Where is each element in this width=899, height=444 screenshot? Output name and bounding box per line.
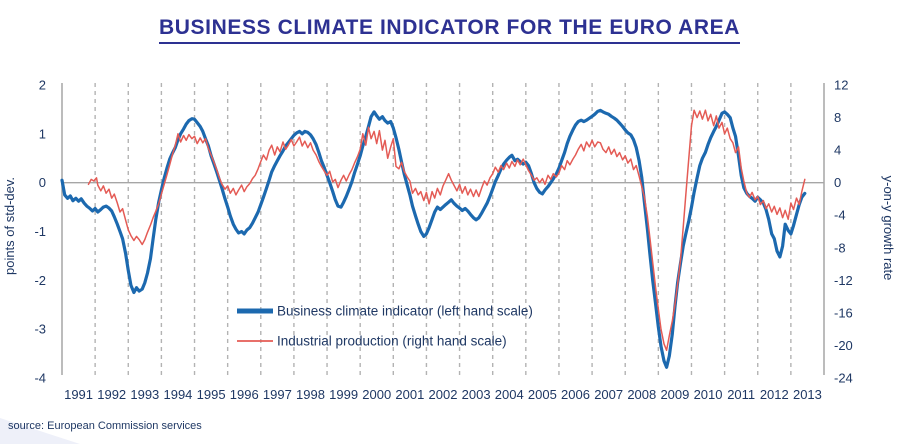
- left-axis-tick-label: -3: [34, 322, 46, 337]
- x-axis-year-label: 2009: [660, 387, 689, 402]
- left-axis-tick-label: -1: [34, 224, 46, 239]
- right-axis-tick-label: 8: [834, 110, 841, 125]
- right-axis-tick-label: -24: [834, 371, 853, 386]
- left-axis-tick-label: 2: [39, 78, 46, 93]
- x-axis-year-label: 2006: [561, 387, 590, 402]
- x-axis-year-label: 1994: [163, 387, 192, 402]
- right-axis-tick-label: -16: [834, 305, 853, 320]
- industrial-production-line: [87, 109, 806, 352]
- x-axis-year-label: 2003: [462, 387, 491, 402]
- x-axis-year-label: 1996: [230, 387, 259, 402]
- x-axis-year-label: 1999: [329, 387, 358, 402]
- chart-title-row: BUSINESS CLIMATE INDICATOR FOR THE EURO …: [0, 16, 899, 44]
- left-axis-tick-label: -4: [34, 371, 46, 386]
- right-axis-tick-label: -20: [834, 338, 853, 353]
- right-axis-tick-label: 0: [834, 175, 841, 190]
- right-axis-tick-label: -12: [834, 273, 853, 288]
- left-axis-tick-label: 0: [39, 175, 46, 190]
- x-axis-year-label: 1997: [263, 387, 292, 402]
- source-note: source: European Commission services: [8, 420, 202, 432]
- x-axis-year-label: 2013: [793, 387, 822, 402]
- x-axis-year-label: 2004: [495, 387, 524, 402]
- left-axis-tick-label: -2: [34, 273, 46, 288]
- axes-group: [61, 83, 825, 375]
- x-axis-year-label: 1995: [197, 387, 226, 402]
- corner-watermark: [0, 418, 80, 444]
- x-axis-year-label: 2000: [362, 387, 391, 402]
- right-axis-title: y-on-y growth rate: [881, 176, 896, 281]
- x-axis-year-label: 2002: [429, 387, 458, 402]
- x-axis-year-label: 1998: [296, 387, 325, 402]
- series-group: [60, 108, 807, 369]
- x-axis-year-label: 1992: [97, 387, 126, 402]
- x-axis-year-label: 2012: [760, 387, 789, 402]
- x-axis-year-label: 2005: [528, 387, 557, 402]
- x-axis-year-label: 1991: [64, 387, 93, 402]
- right-axis-tick-label: -8: [834, 240, 846, 255]
- x-axis-year-label: 2010: [694, 387, 723, 402]
- x-axis-year-label: 2011: [727, 387, 755, 402]
- x-axis-year-label: 2001: [395, 387, 424, 402]
- legend-label-industrial-production: Industrial production (right hand scale): [277, 334, 507, 349]
- left-axis-tick-label: 1: [39, 126, 46, 141]
- right-axis-tick-label: 4: [834, 143, 841, 158]
- tick-labels-group: 2 1 0 -1 -2 -3 -4 12 8 4 0 -4 -8 -12 -16 -20 -24 1991 1992…: [34, 78, 852, 403]
- x-axis-year-label: 1993: [130, 387, 159, 402]
- x-axis-year-label: 2008: [627, 387, 656, 402]
- legend: Business climate indicator (left hand sc…: [237, 304, 533, 349]
- x-axis-year-label: 2007: [594, 387, 623, 402]
- right-axis-tick-label: -4: [834, 208, 846, 223]
- chart-title: BUSINESS CLIMATE INDICATOR FOR THE EURO …: [159, 16, 740, 44]
- legend-label-business-climate: Business climate indicator (left hand sc…: [277, 304, 533, 319]
- right-axis-tick-label: 12: [834, 78, 848, 93]
- left-axis-title: points of std-dev.: [2, 177, 17, 275]
